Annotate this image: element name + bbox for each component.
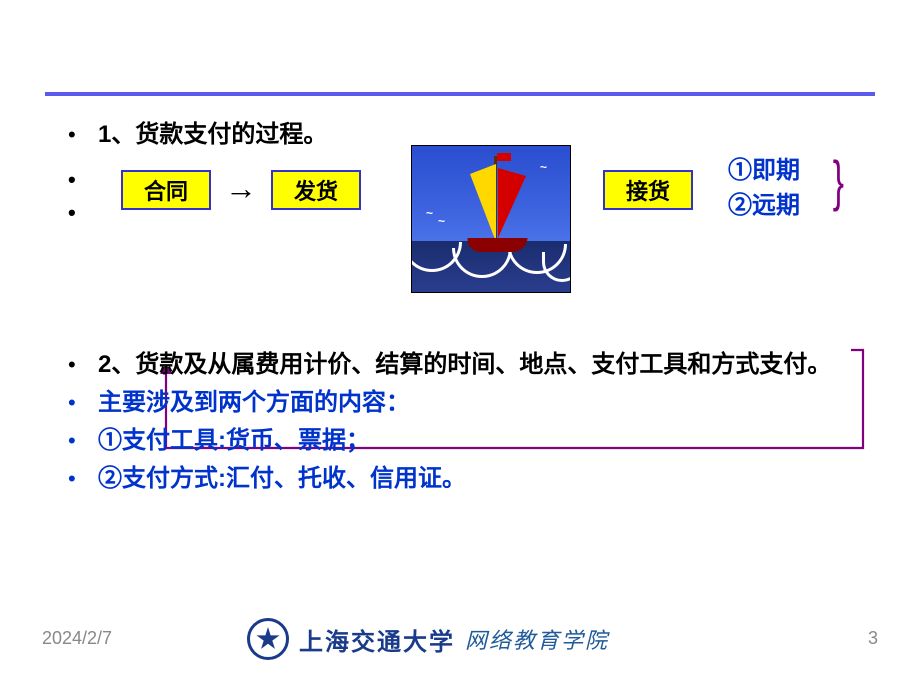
item1-text: 1、货款支付的过程。 <box>98 120 327 150</box>
box1-label: 合同 <box>144 174 188 206</box>
process-diagram: 合同 → 发货 ~ ~ ~ 接货 ①即期 ②远期 } <box>68 155 888 315</box>
item4-text: ①支付工具:货币、票据； <box>98 426 370 456</box>
lower-list: • 2、货款及从属费用计价、结算的时间、地点、支付工具和方式支付。 • 主要涉及… <box>68 350 888 500</box>
item3-text: 主要涉及到两个方面的内容： <box>98 388 410 418</box>
process-box-ship: 发货 <box>271 170 361 210</box>
footer: 2024/2/7 上海交通大学 网络教育学院 3 <box>0 618 920 668</box>
arrow-1: → <box>225 170 257 207</box>
sailboat-image: ~ ~ ~ <box>411 145 571 293</box>
page-number: 3 <box>868 628 878 649</box>
box2-label: 发货 <box>294 174 338 206</box>
bullet-item-4: • ①支付工具:货币、票据； <box>68 426 888 456</box>
bullet-dot: • <box>68 464 98 494</box>
top-divider <box>45 92 875 96</box>
feedback-loop-line <box>0 0 920 690</box>
process-box-contract: 合同 <box>121 170 211 210</box>
item5-text: ②支付方式:汇付、托收、信用证。 <box>98 464 466 494</box>
bullet-dot: • <box>68 388 98 418</box>
item2-text: 2、货款及从属费用计价、结算的时间、地点、支付工具和方式支付。 <box>98 350 858 380</box>
bullet-dot: • <box>68 350 98 380</box>
option-forward: ②远期 <box>728 185 800 220</box>
process-box-receive: 接货 <box>603 170 693 210</box>
box3-label: 接货 <box>626 174 670 206</box>
bullet-dot: • <box>68 426 98 456</box>
bullet-item-3: • 主要涉及到两个方面的内容： <box>68 388 888 418</box>
curly-brace: } <box>833 153 844 209</box>
footer-logo-block: 上海交通大学 网络教育学院 <box>247 618 609 660</box>
bullet-item-5: • ②支付方式:汇付、托收、信用证。 <box>68 464 888 494</box>
bullet-item-2: • 2、货款及从属费用计价、结算的时间、地点、支付工具和方式支付。 <box>68 350 888 380</box>
option-spot: ①即期 <box>728 150 800 185</box>
bullet-dot: • <box>68 120 98 150</box>
department-name: 网络教育学院 <box>465 623 609 655</box>
footer-date: 2024/2/7 <box>42 628 112 649</box>
university-name: 上海交通大学 <box>299 622 455 657</box>
university-seal-icon <box>247 618 289 660</box>
